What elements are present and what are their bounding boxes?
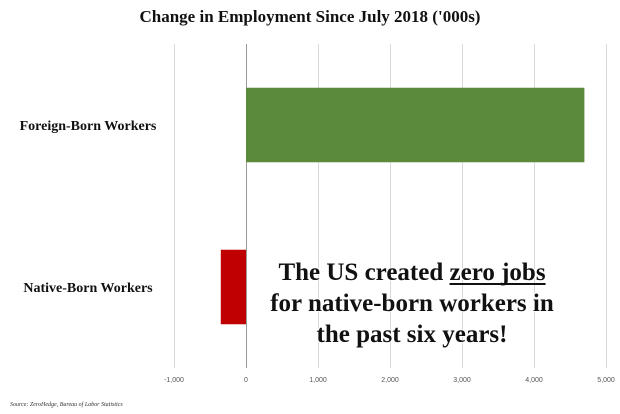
chart-title: Change in Employment Since July 2018 ('0… <box>140 7 481 26</box>
annotation-line-1: The US created zero jobs <box>278 259 545 286</box>
annotation-line-3: the past six years! <box>317 321 508 348</box>
x-tick-label: 4,000 <box>525 377 543 384</box>
bar-native-born-workers <box>220 249 246 325</box>
x-tick-labels: -1,000 0 1,000 2,000 3,000 4,000 5,000 <box>164 377 615 384</box>
bar-foreign-born-workers <box>246 87 585 163</box>
annotation-line-1-prefix: The US created <box>278 259 449 286</box>
x-tick-label: 1,000 <box>309 377 327 384</box>
annotation-emphasis: zero jobs <box>450 259 546 286</box>
x-tick-label: -1,000 <box>164 377 184 384</box>
bars <box>220 87 585 325</box>
annotation: The US created zero jobs for native-born… <box>269 258 555 349</box>
annotation-line-2: for native-born workers in <box>270 290 554 317</box>
x-tick-label: 0 <box>244 377 248 384</box>
x-tick-label: 3,000 <box>453 377 471 384</box>
source-note: Source: ZeroHedge, Bureau of Labor Stati… <box>10 401 123 408</box>
category-label: Foreign-Born Workers <box>20 119 157 134</box>
x-tick-label: 5,000 <box>597 377 615 384</box>
x-tick-label: 2,000 <box>381 377 399 384</box>
category-labels: Foreign-Born Workers Native-Born Workers <box>20 119 157 296</box>
category-label: Native-Born Workers <box>23 281 153 296</box>
